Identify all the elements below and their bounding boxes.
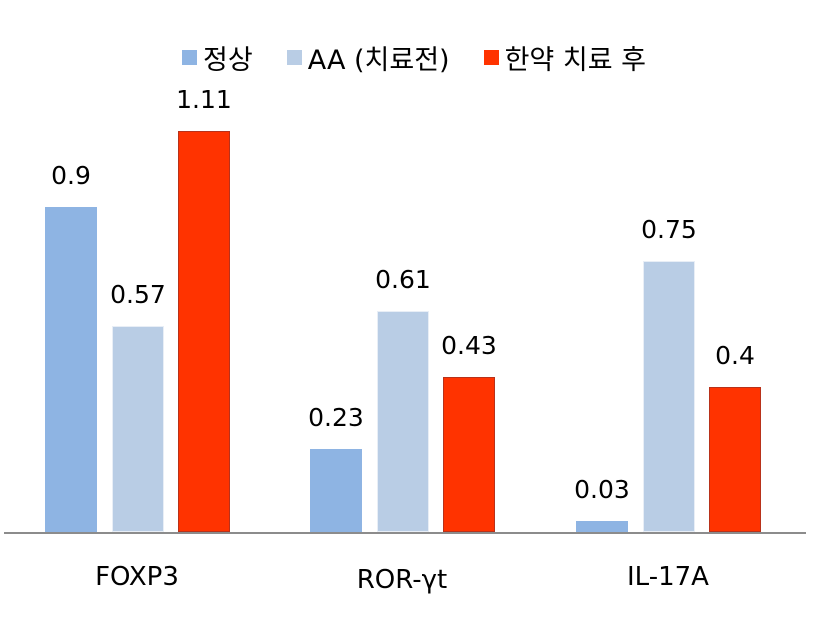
- data-label: 0.61: [375, 265, 431, 294]
- bar-il17a-series-1: [576, 521, 628, 532]
- legend-swatch-normal: [182, 50, 198, 65]
- legend-swatch-aa: [286, 50, 302, 65]
- bar-il17a-series-3: [709, 387, 761, 532]
- bar-il17a-series-2: [643, 261, 695, 532]
- data-label: 0.03: [574, 475, 630, 504]
- data-label: 0.23: [308, 403, 364, 432]
- bar-rort-series-1: [310, 449, 362, 532]
- legend-item-aa: AA (치료전): [286, 38, 450, 77]
- data-label: 1.11: [176, 85, 232, 114]
- bar-rort-series-3: [443, 377, 495, 532]
- data-label: 0.4: [715, 341, 755, 370]
- data-label: 0.43: [441, 331, 497, 360]
- bar-foxp3-series-2: [112, 326, 164, 532]
- data-label: 0.57: [110, 280, 166, 309]
- chart-legend: 정상 AA (치료전) 한약 치료 후: [0, 38, 828, 77]
- data-label: 0.9: [51, 161, 91, 190]
- category-label: FOXP3: [95, 562, 179, 592]
- data-label: 0.75: [641, 215, 697, 244]
- legend-item-treated: 한약 치료 후: [483, 38, 646, 77]
- bar-rort-series-2: [377, 311, 429, 532]
- legend-item-normal: 정상: [182, 38, 253, 77]
- category-label: ROR-γt: [356, 565, 448, 595]
- bar-foxp3-series-1: [45, 207, 97, 532]
- legend-label: 정상: [203, 45, 253, 76]
- legend-swatch-treated: [483, 50, 499, 65]
- legend-label: AA (치료전): [307, 45, 450, 76]
- bar-foxp3-series-3: [178, 131, 230, 532]
- x-axis-line: [4, 532, 806, 534]
- category-label: IL-17A: [627, 562, 709, 592]
- legend-label: 한약 치료 후: [504, 45, 646, 76]
